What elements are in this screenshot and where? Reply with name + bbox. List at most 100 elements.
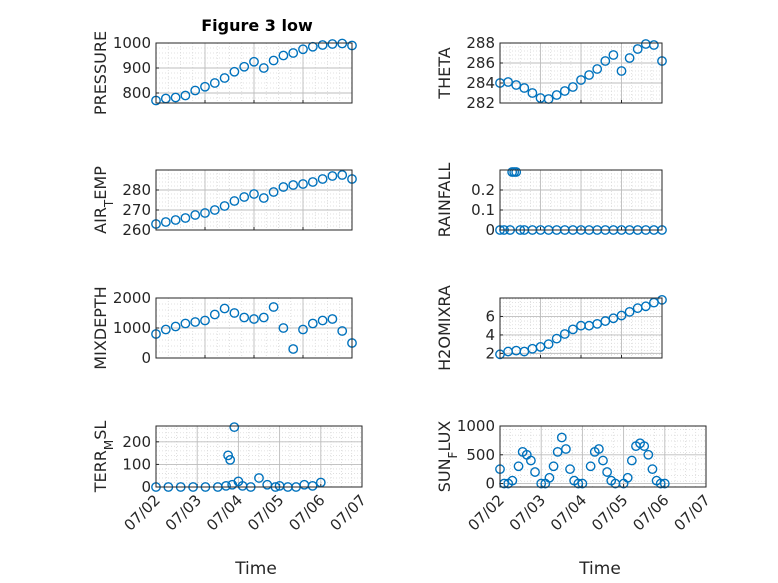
sun-flux-y-tick-label: 0: [485, 475, 495, 493]
sun-flux-data-point: [643, 449, 654, 460]
sun-flux-x-tick-label: 07/05: [588, 491, 631, 534]
air-temp-data-point: [317, 174, 328, 184]
sun-flux-data-point: [593, 444, 604, 454]
sun-flux-axes-frame: [499, 425, 707, 488]
mixdepth-data-point: [160, 324, 171, 335]
air-temp-data-point: [170, 215, 181, 225]
x-axis-label-left: Time: [234, 559, 277, 579]
sun-flux-x-tick-label: 07/06: [629, 491, 672, 534]
sun-flux-data-point: [548, 461, 559, 472]
air-temp-axes: 260 270 280 AIRTEMP: [91, 166, 357, 239]
mixdepth-data-point: [229, 308, 240, 318]
sun-flux-data-point: [626, 455, 637, 466]
mixdepth-data-point: [307, 318, 318, 329]
air-temp-axes-frame: [155, 169, 353, 231]
air-temp-data-point: [327, 171, 338, 181]
terr-msl-axes: 0 100 200 TERRMSL07/0207/0307/0407/0507/060…: [91, 421, 370, 535]
sun-flux-data-point: [602, 467, 613, 477]
theta-data-point: [584, 70, 594, 80]
air-temp-data-point: [298, 179, 308, 189]
terr-msl-x-tick-label: 07/03: [162, 491, 205, 534]
sun-flux-y-axis-label: SUNFLUX: [435, 421, 460, 493]
sun-flux-x-tick-label: 07/04: [547, 491, 590, 534]
theta-y-axis-label: THETA: [435, 47, 454, 99]
mixdepth-data-point: [170, 321, 181, 332]
sun-flux-data-point: [622, 472, 633, 483]
mixdepth-data-point: [317, 315, 328, 326]
h2omixra-axes-frame: [499, 297, 663, 359]
air-temp-data-point: [180, 213, 191, 223]
sun-flux-x-tick-label: 07/03: [506, 491, 549, 534]
air-temp-y-tick-label: 260: [122, 221, 151, 239]
pressure-data-point: [180, 90, 191, 101]
terr-msl-data-point: [229, 422, 240, 433]
air-temp-data-point: [160, 217, 171, 227]
pressure-data-point: [239, 61, 250, 72]
terr-msl-data-point: [221, 480, 231, 491]
air-temp-data-point: [288, 180, 299, 190]
sun-flux-data-point: [526, 455, 536, 466]
h2omixra-data-point: [559, 329, 570, 339]
mixdepth-data-point: [288, 344, 299, 354]
h2omixra-data-point: [543, 339, 554, 350]
sun-flux-data-point: [507, 475, 518, 486]
mixdepth-data-point: [278, 323, 289, 333]
air-temp-data-point: [200, 208, 210, 218]
terr-msl-x-tick-label: 07/04: [203, 491, 246, 534]
mixdepth-data-point: [268, 302, 279, 312]
air-temp-data-point: [258, 193, 269, 203]
air-temp-data-point: [239, 192, 250, 202]
air-temp-data-point: [307, 177, 318, 187]
sun-flux-y-tick-label: 500: [466, 446, 495, 464]
rainfall-y-tick-label: 0.2: [471, 181, 495, 199]
mixdepth-y-tick-label: 1000: [113, 319, 151, 337]
pressure-data-point: [327, 39, 338, 49]
air-temp-data-point: [190, 210, 201, 220]
pressure-y-axis-label: PRESSURE: [91, 31, 110, 115]
pressure-data-point: [268, 55, 279, 66]
sun-flux-y-tick-label: 1000: [457, 417, 495, 435]
mixdepth-data-point: [180, 318, 191, 329]
pressure-data-point: [298, 44, 308, 55]
mixdepth-y-axis-label: MIXDEPTH: [91, 286, 110, 369]
mixdepth-data-point: [219, 303, 230, 314]
pressure-data-point: [278, 50, 289, 61]
mixdepth-y-tick-label: 0: [141, 349, 151, 367]
air-temp-data-point: [209, 205, 220, 215]
terr-msl-data-point: [225, 454, 236, 465]
h2omixra-y-tick-label: 2: [485, 344, 495, 362]
theta-data-point: [551, 90, 562, 100]
terr-msl-x-tick-label: 07/05: [244, 491, 287, 534]
sun-flux-data-point: [561, 444, 571, 454]
h2omixra-data-point: [551, 333, 562, 344]
theta-data-point: [576, 75, 586, 85]
terr-msl-y-tick-label: 0: [141, 478, 151, 496]
sun-flux-data-point: [655, 478, 666, 489]
air-temp-data-point: [229, 196, 240, 206]
terr-msl-x-tick-label: 07/06: [285, 491, 328, 534]
pressure-data-point: [317, 40, 328, 50]
pressure-y-tick-label: 900: [122, 59, 151, 77]
sun-flux-data-point: [552, 446, 563, 457]
rainfall-axes: 0 0.1 0.2 RAINFALL: [435, 163, 667, 239]
air-temp-data-point: [337, 170, 348, 180]
theta-data-point: [624, 53, 635, 63]
sun-flux-x-tick-label: 07/02: [465, 491, 508, 534]
theta-data-point: [616, 66, 627, 76]
h2omixra-y-axis-label: H2OMIXRA: [435, 285, 454, 371]
mixdepth-axes-frame: [155, 297, 353, 359]
theta-axes: 282 284 286 288 THETA: [435, 34, 667, 112]
sun-flux-data-point: [598, 455, 608, 466]
figure-title: Figure 3 low: [201, 16, 313, 35]
sun-flux-data-point: [530, 467, 540, 477]
theta-data-point: [511, 80, 522, 90]
mixdepth-y-tick-label: 2000: [113, 289, 151, 307]
pressure-axes-frame: [155, 42, 353, 104]
sun-flux-data-point: [659, 478, 670, 489]
theta-data-point: [649, 40, 659, 50]
rainfall-axes-frame: [499, 169, 663, 231]
air-temp-data-point: [278, 182, 289, 192]
pressure-data-point: [209, 78, 220, 88]
h2omixra-data-point: [568, 324, 578, 335]
